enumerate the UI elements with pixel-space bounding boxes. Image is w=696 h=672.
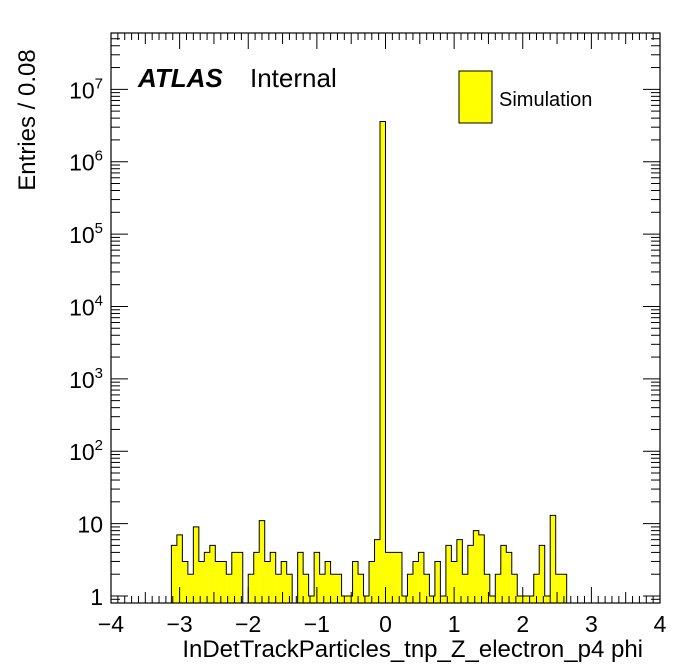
- histogram-bar: [176, 534, 183, 603]
- histogram-bar: [380, 121, 386, 603]
- histogram-bar: [429, 595, 435, 603]
- histogram-bar: [330, 574, 337, 603]
- histogram-bar: [506, 552, 512, 603]
- histogram-bar: [456, 539, 463, 603]
- histogram-bar: [204, 552, 210, 603]
- histogram-bar: [484, 574, 490, 603]
- histogram-bars: [165, 120, 568, 604]
- histogram-bar: [253, 552, 260, 603]
- x-tick-label: −3: [167, 611, 193, 637]
- histogram-bar: [281, 561, 287, 603]
- histogram-bar: [539, 545, 545, 603]
- histogram-bar: [237, 552, 243, 603]
- histogram-bar: [445, 545, 452, 603]
- histogram-bar: [314, 552, 320, 603]
- histogram-bar: [533, 574, 540, 603]
- histogram-bar: [374, 539, 381, 603]
- histogram-bar: [495, 574, 501, 603]
- histogram-bar: [297, 552, 304, 603]
- histogram-bar: [325, 561, 331, 603]
- x-tick-label: −4: [98, 611, 124, 637]
- histogram-bar: [248, 574, 254, 603]
- histogram-bar: [396, 552, 402, 603]
- histogram-bar: [451, 561, 457, 603]
- histogram-bar: [226, 574, 232, 603]
- histogram-bar: [231, 552, 238, 603]
- histogram-bar: [363, 595, 370, 603]
- x-axis-label: InDetTrackParticles_tnp_Z_electron_p4 ph…: [182, 636, 643, 663]
- y-tick-label: 102: [69, 437, 103, 465]
- histogram-bar: [528, 595, 534, 603]
- axis-ticks: [110, 32, 661, 604]
- histogram-bar: [434, 561, 441, 603]
- histogram-bar: [215, 561, 221, 603]
- x-tick-label: 0: [379, 611, 392, 637]
- histogram-bar: [270, 552, 276, 603]
- y-axis-label: Entries / 0.08: [14, 49, 41, 190]
- histogram-bar: [500, 545, 507, 603]
- histogram-bar: [522, 595, 529, 603]
- atlas-label: ATLAS: [137, 63, 223, 93]
- histogram-bar: [544, 595, 551, 603]
- x-tick-label: 1: [448, 611, 461, 637]
- internal-label: Internal: [250, 63, 337, 93]
- y-tick-label: 103: [69, 365, 103, 393]
- histogram-outline: [165, 120, 568, 604]
- histogram-bar: [385, 552, 391, 603]
- histogram-bar: [369, 561, 375, 603]
- histogram-bar: [198, 561, 205, 603]
- histogram-bar: [418, 552, 424, 603]
- histogram-bar: [412, 561, 419, 603]
- histogram-bar: [423, 574, 430, 603]
- histogram-bar: [489, 595, 496, 603]
- histogram-bar: [407, 574, 413, 603]
- y-tick-labels: 1 10 102 103 104 105 106 107: [69, 75, 103, 610]
- histogram-bar: [308, 595, 315, 603]
- histogram-bar: [264, 561, 271, 603]
- x-tick-label: 3: [585, 611, 598, 637]
- histogram-bar: [187, 574, 194, 603]
- y-tick-label: 105: [69, 220, 103, 248]
- histogram-bar: [193, 526, 199, 603]
- histogram-bar: [286, 574, 293, 603]
- y-tick-label: 106: [69, 148, 103, 176]
- x-tick-label: 4: [654, 611, 667, 637]
- histogram-bar: [473, 530, 479, 603]
- y-tick-label: 1: [90, 584, 103, 610]
- x-tick-label: −2: [235, 611, 261, 637]
- histogram-bar: [550, 515, 556, 603]
- y-tick-label: 104: [69, 292, 103, 320]
- histogram-bar: [517, 595, 523, 603]
- x-tick-label: −1: [304, 611, 330, 637]
- histogram-bar: [478, 534, 485, 603]
- x-tick-labels: −4 −3 −2 −1 0 1 2 3 4: [98, 611, 667, 637]
- legend-swatch: [458, 70, 493, 124]
- legend: Simulation: [458, 70, 592, 124]
- histogram-bar: [220, 561, 227, 603]
- histogram-bar: [336, 574, 342, 603]
- y-tick-label: 107: [69, 75, 103, 103]
- histogram-bar: [347, 595, 353, 603]
- histogram-bar: [511, 574, 518, 603]
- histogram-bar: [209, 545, 216, 603]
- histogram-bar: [467, 545, 474, 603]
- histogram-bar: [303, 574, 309, 603]
- histogram-bar: [561, 574, 567, 603]
- y-tick-label: 10: [77, 512, 103, 538]
- histogram-bar: [275, 574, 282, 603]
- x-tick-label: 2: [516, 611, 529, 637]
- histogram-bar: [555, 574, 562, 603]
- histogram-bar: [182, 561, 188, 603]
- legend-label: Simulation: [499, 89, 592, 111]
- histogram-bar: [358, 574, 364, 603]
- histogram-bar: [352, 561, 359, 603]
- histogram-bar: [401, 595, 408, 603]
- histogram-bar: [259, 520, 265, 603]
- histogram-bar: [462, 574, 468, 603]
- histogram-bar: [319, 574, 326, 603]
- histogram-bar: [171, 545, 177, 603]
- histogram-bar: [440, 595, 446, 603]
- histogram-bar: [390, 552, 397, 603]
